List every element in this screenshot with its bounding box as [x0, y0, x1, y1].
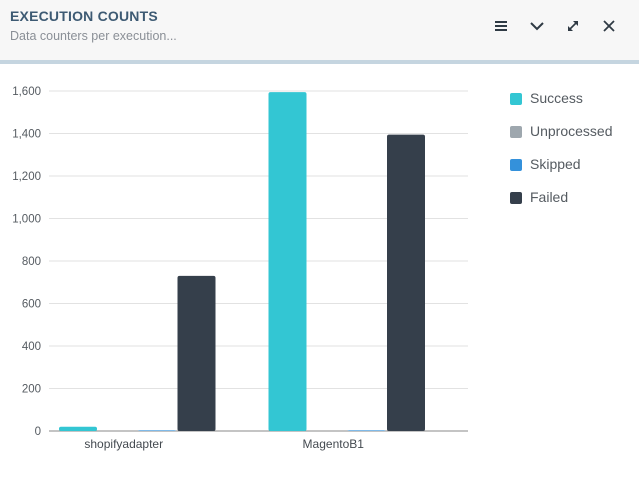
close-button[interactable]: [597, 14, 621, 38]
y-tick-label: 1,400: [12, 129, 41, 141]
legend-swatch: [510, 192, 522, 204]
x-tick-label: shopifyadapter: [84, 437, 163, 451]
y-tick-label: 1,600: [12, 86, 41, 98]
y-tick-label: 1,200: [12, 171, 41, 183]
y-tick-label: 200: [22, 384, 41, 396]
collapse-button[interactable]: [525, 14, 549, 38]
legend-swatch: [510, 159, 522, 171]
y-tick-label: 400: [22, 341, 41, 353]
legend-label: Unprocessed: [530, 123, 613, 139]
panel-title: EXECUTION COUNTS: [10, 8, 158, 24]
menu-button[interactable]: [489, 14, 513, 38]
legend-label: Success: [530, 90, 583, 106]
y-tick-label: 800: [22, 256, 41, 268]
bar-skipped-magentob1[interactable]: [347, 430, 386, 431]
y-tick-label: 0: [35, 426, 41, 438]
legend-swatch: [510, 93, 522, 105]
legend-label: Skipped: [530, 156, 581, 172]
bar-failed-shopifyadapter[interactable]: [177, 275, 216, 431]
legend-item-success[interactable]: Success: [510, 90, 613, 123]
close-icon: [603, 20, 615, 32]
expand-button[interactable]: [561, 14, 585, 38]
expand-icon: [568, 21, 578, 31]
legend-item-skipped[interactable]: Skipped: [510, 156, 613, 189]
panel-toolbar: [489, 14, 621, 40]
x-tick-label: MagentoB1: [303, 437, 365, 451]
bar-success-shopifyadapter[interactable]: [59, 426, 97, 431]
chart-legend: Success Unprocessed Skipped Failed: [510, 90, 613, 222]
bar-failed-magentob1[interactable]: [387, 134, 425, 431]
legend-swatch: [510, 126, 522, 138]
menu-icon: [495, 21, 507, 31]
chevron-down-icon: [530, 22, 544, 31]
bar-chart: 0 200 400 600 800 1,000 1,200 1,400 1,600 shopify…: [12, 86, 468, 451]
bar-skipped-shopifyadapter[interactable]: [138, 430, 176, 431]
y-tick-label: 600: [22, 299, 41, 311]
panel-header: EXECUTION COUNTS Data counters per execu…: [0, 0, 639, 64]
legend-item-failed[interactable]: Failed: [510, 189, 613, 222]
legend-label: Failed: [530, 189, 569, 205]
bar-success-magentob1[interactable]: [268, 92, 307, 431]
y-tick-label: 1,000: [12, 214, 41, 226]
legend-item-unprocessed[interactable]: Unprocessed: [510, 123, 613, 156]
panel-subtitle: Data counters per execution...: [10, 29, 177, 43]
